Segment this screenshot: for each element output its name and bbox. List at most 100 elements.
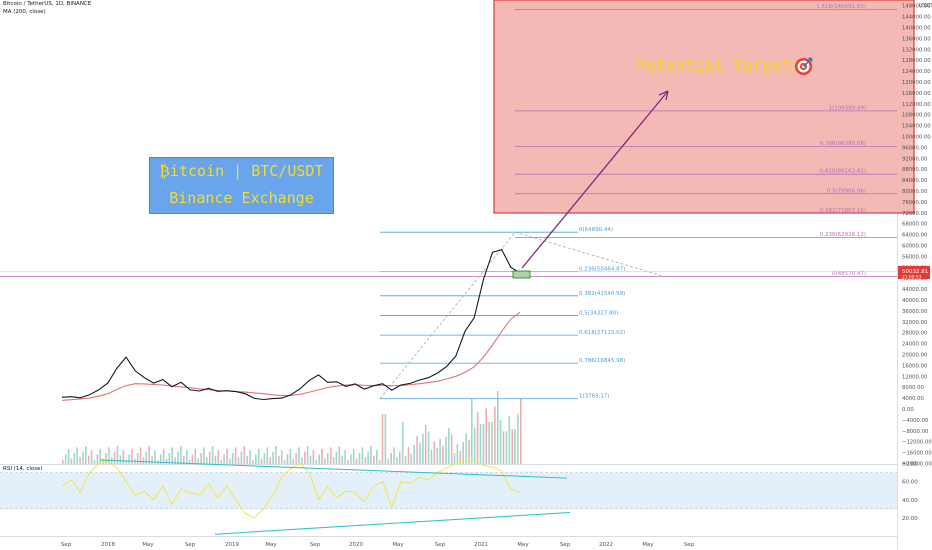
price-tick-label: 60000.00 xyxy=(902,244,928,250)
volume-bar xyxy=(229,458,231,464)
volume-bar xyxy=(407,447,410,464)
projection-arrow xyxy=(521,90,669,269)
volume-bar xyxy=(358,453,361,464)
time-tick-label: May xyxy=(142,542,154,548)
volume-bar xyxy=(165,458,168,464)
volume-bar xyxy=(436,447,439,464)
volume-bar xyxy=(344,450,346,464)
price-tick-label: 132000.00 xyxy=(902,47,931,53)
price-tick-label: 84000.00 xyxy=(902,178,928,184)
volume-bar xyxy=(237,457,240,464)
volume-bar xyxy=(154,450,156,464)
time-tick-label: Sep xyxy=(185,542,196,548)
volume-bar xyxy=(471,399,473,464)
volume-bar xyxy=(352,448,355,464)
price-tick-label: 64000.00 xyxy=(902,233,928,239)
volume-bar xyxy=(131,448,133,464)
price-tag-value: 50032.81 xyxy=(902,269,928,275)
price-tick-label: 128000.00 xyxy=(902,58,931,64)
volume-bar xyxy=(332,457,335,464)
volume-bar xyxy=(240,451,243,464)
price-tick-label: −16000.00 xyxy=(902,451,932,457)
volume-bar xyxy=(312,450,315,464)
price-tick-label: −12000.00 xyxy=(902,440,932,446)
volume-bar xyxy=(145,451,148,464)
volume-bar xyxy=(298,447,300,464)
volume-bar xyxy=(211,446,214,464)
volume-bar xyxy=(384,414,387,464)
volume-bar xyxy=(85,446,87,464)
price-tick-label: 136000.00 xyxy=(902,36,931,42)
volume-bar xyxy=(102,458,104,464)
volume-bar xyxy=(306,446,309,464)
potential-targets-label: Potential Targets xyxy=(637,56,801,75)
volume-bar xyxy=(255,454,257,464)
volume-bar xyxy=(427,431,430,464)
chart-title: Bitcoin / TetherUS, 1D, BINANCE xyxy=(3,1,92,7)
price-tick-label: 112000.00 xyxy=(902,102,931,108)
volume-bar xyxy=(361,447,364,464)
volume-bar xyxy=(419,442,421,464)
volume-bar xyxy=(315,460,318,464)
volume-bar xyxy=(125,460,127,464)
volume-bar xyxy=(231,453,234,464)
fib-extension-label: 0.618(86162.81) xyxy=(820,169,866,175)
volume-bar xyxy=(329,447,332,464)
volume-bar xyxy=(295,453,297,464)
fib-extension-label: 1.618(146591.83) xyxy=(816,4,866,10)
volume-bar xyxy=(511,429,513,464)
volume-bar xyxy=(223,454,225,464)
volume-bar xyxy=(494,406,496,464)
price-tick-label: 80000.00 xyxy=(902,189,928,195)
volume-bar xyxy=(502,431,505,464)
volume-bar xyxy=(286,454,289,464)
volume-bar xyxy=(416,436,418,464)
volume-bar xyxy=(468,439,470,464)
volume-bar xyxy=(168,453,171,464)
callout-subtitle: Binance Exchange xyxy=(169,189,314,207)
volume-bar xyxy=(266,447,269,464)
volume-bar xyxy=(370,446,372,464)
time-tick-label: May xyxy=(265,542,277,548)
price-tick-label: 116000.00 xyxy=(902,91,931,97)
rsi-tick-label: 20.00 xyxy=(902,516,918,522)
volume-bar xyxy=(479,424,482,464)
price-tick-label: 0.00 xyxy=(902,407,914,413)
volume-bar xyxy=(234,447,237,464)
fib-extension-label: 0.382(71807.16) xyxy=(820,208,866,214)
price-tick-label: −20000.00 xyxy=(902,462,932,468)
volume-bar xyxy=(442,445,444,464)
volume-bar xyxy=(381,414,384,464)
volume-bar xyxy=(73,453,76,464)
fib-level-label: 0.5(34327.80) xyxy=(579,310,618,316)
volume-bar xyxy=(151,455,153,464)
volume-bar xyxy=(410,453,413,464)
volume-bar xyxy=(508,416,511,464)
time-tick-label: 2022 xyxy=(599,542,613,548)
volume-bar xyxy=(203,447,205,464)
volume-bar xyxy=(453,453,456,464)
volume-bar xyxy=(82,451,84,464)
volume-bar xyxy=(335,451,338,464)
potential-targets-box xyxy=(493,0,915,214)
price-tag-bg xyxy=(898,266,930,279)
fib-level-label: 0.382(41540.59) xyxy=(579,291,625,297)
volume-bar xyxy=(93,460,96,464)
volume-bar xyxy=(318,454,320,464)
time-tick-label: May xyxy=(517,542,529,548)
price-tick-label: 88000.00 xyxy=(902,167,928,173)
volume-bar xyxy=(105,453,107,464)
price-tick-label: −8000.00 xyxy=(902,429,929,435)
volume-bar xyxy=(62,460,64,464)
volume-bar xyxy=(401,422,404,464)
volume-bar xyxy=(309,455,312,464)
price-tick-label: 20000.00 xyxy=(902,353,928,359)
ma-200-line xyxy=(61,311,521,401)
volume-bar xyxy=(220,460,222,464)
volume-bar xyxy=(473,427,476,464)
volume-bar xyxy=(70,458,73,464)
volume-bar xyxy=(174,457,176,464)
volume-bar xyxy=(116,446,119,464)
volume-bar xyxy=(257,448,260,464)
